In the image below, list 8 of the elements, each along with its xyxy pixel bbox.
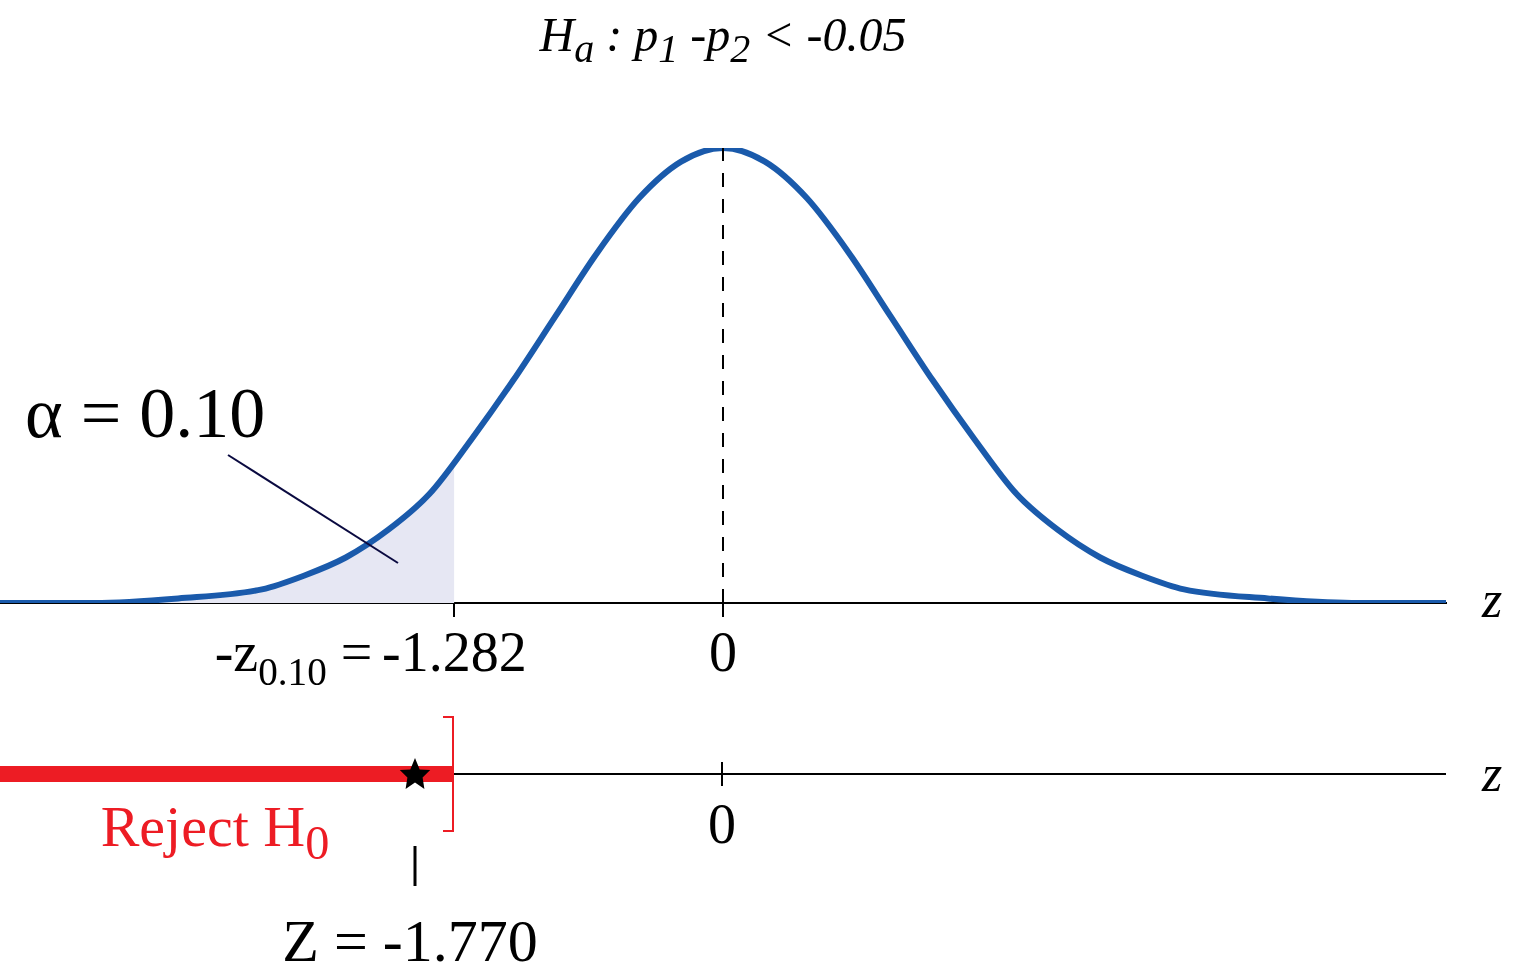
chart-title: H$_{a}$ : p$_{1}$ -p$_{2}$ < -0.05 [538,7,908,73]
x-axis-title: z [1481,570,1503,628]
text: Reject H$_{0}$ [100,793,330,869]
text: z [1482,745,1503,802]
text: Z = -1.770 [282,908,538,974]
text: 0 [708,792,736,855]
x-tick-label: -1.282 [382,621,527,683]
annotation: α = 0.10 [25,373,266,453]
